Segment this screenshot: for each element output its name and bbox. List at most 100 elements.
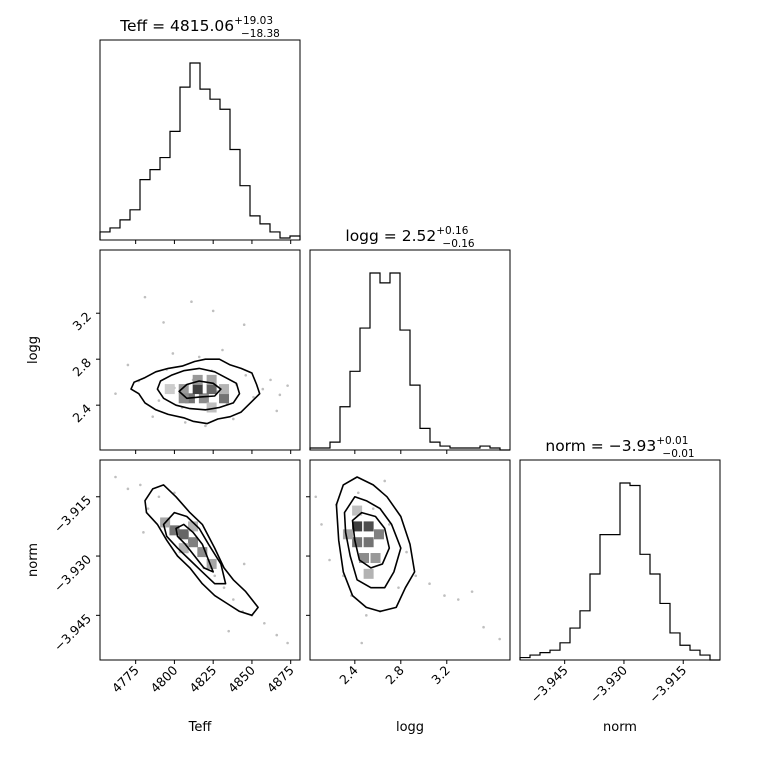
- scatter-norm-teff-contour-level-1: [144, 484, 259, 617]
- title-norm-minus: −0.01: [662, 448, 694, 460]
- scatter-logg-teff-sample-point: [221, 348, 224, 352]
- scatter-norm-teff-plot-area: [114, 475, 289, 645]
- scatter-logg-teff-frame: [99, 249, 301, 451]
- scatter-logg-teff-sample-point: [143, 295, 147, 299]
- histogram-logg-step: [309, 272, 510, 451]
- title-teff-plus: +19.03: [234, 15, 273, 27]
- scatter-logg-vs-teff-panel: [96, 249, 301, 454]
- scatter-norm-teff-density-cell: [178, 529, 189, 540]
- scatter-logg-teff-density-cell: [198, 393, 209, 404]
- scatter-norm-logg-contour-level-1: [335, 476, 416, 613]
- title-logg-plus: +0.16: [436, 225, 468, 237]
- scatter-logg-teff-density-cell: [192, 384, 203, 395]
- histogram-norm-step: [519, 482, 720, 661]
- scatter-logg-teff-sample-point: [151, 415, 155, 418]
- scatter-norm-logg-sample-point: [456, 598, 460, 601]
- scatter-norm-logg-density-cell: [352, 521, 363, 532]
- histogram-teff-panel: [99, 39, 301, 244]
- scatter-norm-logg-sample-point: [356, 491, 360, 495]
- scatter-norm-logg-sample-point: [320, 523, 323, 526]
- histogram-logg-frame: [309, 249, 511, 451]
- scatter-logg-teff-sample-point: [275, 409, 279, 413]
- scatter-logg-teff-sample-point: [261, 387, 265, 391]
- scatter-logg-teff-density-cell: [178, 393, 189, 404]
- scatter-norm-logg-density-cell: [352, 505, 363, 516]
- scatter-logg-teff-density-cell: [206, 402, 217, 413]
- scatter-norm-logg-sample-point: [383, 479, 387, 483]
- scatter-logg-teff-density-cell: [219, 393, 230, 404]
- scatter-norm-logg-plot-area: [314, 476, 501, 645]
- scatter-norm-logg-contour-level-3: [351, 511, 391, 569]
- scatter-norm-logg-density-cell: [363, 537, 374, 548]
- title-logg-minus: −0.16: [442, 238, 474, 250]
- scatter-logg-teff-sample-point: [204, 424, 207, 428]
- scatter-logg-teff-density-cell: [219, 384, 230, 395]
- histogram-logg-panel: [309, 249, 511, 454]
- y-axis-label-norm: norm: [26, 543, 41, 577]
- scatter-logg-teff-density-cell: [206, 374, 217, 385]
- scatter-norm-logg-frame: [309, 459, 511, 661]
- scatter-norm-logg-sample-point: [405, 550, 408, 554]
- scatter-norm-teff-density-cell: [188, 537, 199, 548]
- scatter-norm-teff-sample-point: [146, 507, 150, 510]
- scatter-norm-teff-sample-point: [157, 495, 161, 499]
- scatter-norm-logg-sample-point: [498, 637, 501, 641]
- scatter-norm-teff-density-cell: [206, 558, 217, 569]
- scatter-logg-teff-sample-point: [183, 421, 187, 424]
- scatter-logg-teff-sample-point: [244, 373, 248, 377]
- histogram-norm-panel: [519, 459, 721, 664]
- scatter-norm-logg-sample-point: [397, 586, 400, 589]
- scatter-logg-teff-sample-point: [157, 399, 161, 402]
- scatter-norm-teff-contour-level-2: [162, 511, 227, 585]
- scatter-logg-teff-density-cell: [206, 384, 217, 395]
- scatter-logg-teff-sample-point: [126, 363, 130, 367]
- title-norm-plus: +0.01: [656, 435, 688, 447]
- scatter-norm-logg-density-cell: [342, 529, 353, 540]
- scatter-logg-teff-contour-level-2: [156, 367, 241, 411]
- scatter-norm-logg-sample-point: [360, 641, 364, 645]
- scatter-norm-teff-sample-point: [222, 586, 226, 589]
- scatter-norm-vs-teff-panel: [96, 459, 301, 664]
- scatter-norm-teff-sample-point: [227, 629, 230, 633]
- scatter-norm-logg-density-cell: [373, 529, 384, 540]
- scatter-logg-teff-sample-point: [252, 395, 255, 399]
- scatter-logg-teff-contour-level-3: [178, 380, 222, 400]
- scatter-logg-teff-density-cell: [192, 374, 203, 385]
- scatter-norm-teff-density-cell: [197, 547, 208, 558]
- histogram-teff-frame: [99, 39, 301, 241]
- scatter-logg-teff-sample-point: [114, 392, 117, 395]
- scatter-norm-logg-sample-point: [414, 574, 418, 578]
- scatter-norm-teff-sample-point: [142, 531, 145, 534]
- scatter-norm-logg-sample-point: [314, 495, 318, 499]
- scatter-norm-logg-sample-point: [328, 558, 331, 562]
- scatter-norm-teff-sample-point: [126, 487, 130, 491]
- scatter-norm-logg-sample-point: [365, 614, 368, 617]
- scatter-norm-logg-density-cell: [370, 553, 381, 564]
- scatter-norm-teff-density-cell: [188, 521, 199, 532]
- scatter-norm-teff-sample-point: [275, 633, 279, 637]
- scatter-norm-logg-sample-point: [371, 507, 375, 510]
- x-axis-label-norm: norm: [603, 720, 637, 735]
- x-axis-label-logg: logg: [396, 720, 424, 735]
- scatter-logg-teff-sample-point: [269, 378, 272, 382]
- scatter-norm-logg-density-cell: [363, 521, 374, 532]
- scatter-logg-teff-sample-point: [242, 323, 246, 327]
- scatter-norm-teff-density-cell: [169, 525, 180, 536]
- scatter-norm-teff-sample-point: [173, 491, 176, 495]
- scatter-norm-teff-sample-point: [213, 574, 217, 578]
- scatter-norm-logg-contour-level-2: [343, 496, 402, 589]
- title-norm: norm = −3.93+0.01 −0.01: [545, 435, 694, 460]
- scatter-norm-logg-sample-point: [470, 590, 474, 593]
- scatter-norm-vs-logg-panel: [306, 459, 511, 664]
- scatter-logg-teff-sample-point: [197, 355, 201, 359]
- scatter-logg-teff-contour-level-1: [130, 358, 261, 425]
- x-axis-label-teff: Teff: [188, 720, 213, 735]
- scatter-norm-logg-sample-point: [482, 625, 485, 629]
- scatter-logg-teff-density-cell: [178, 384, 189, 395]
- scatter-norm-logg-density-cell: [359, 553, 370, 564]
- scatter-logg-teff-plot-area: [114, 295, 289, 428]
- title-teff: Teff = 4815.06+19.03 −18.38: [119, 15, 280, 40]
- scatter-norm-teff-sample-point: [263, 621, 266, 625]
